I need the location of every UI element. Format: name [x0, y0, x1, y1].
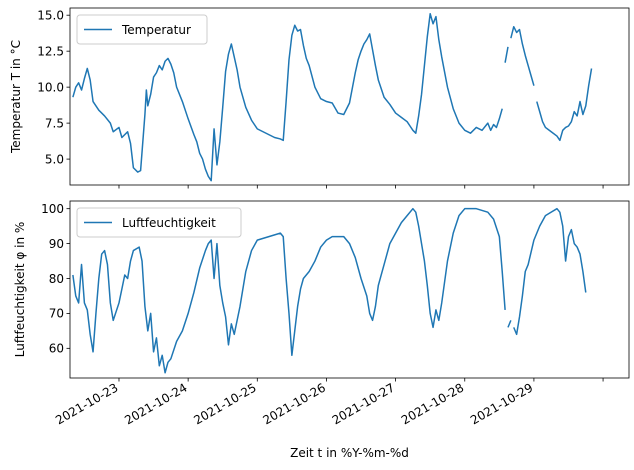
- y-tick-label: 80: [49, 272, 64, 286]
- legend-humidity: Luftfeuchtigkeit: [76, 207, 242, 238]
- x-tick-label: 2021-10-27: [330, 380, 397, 427]
- frame-temperature: [69, 7, 630, 186]
- series-temperatur: [72, 13, 593, 182]
- legend-label-temperatur: Temperatur: [121, 23, 191, 37]
- x-tick-label: 2021-10-29: [468, 380, 535, 427]
- legend-box-temperature: [76, 14, 208, 45]
- y-axis-temperature: 5.0 7.5 10.0 12.5 15.0: [37, 8, 70, 166]
- y-tick-label: 90: [49, 237, 64, 251]
- y-tick-label: 10.0: [37, 80, 64, 94]
- series-line-segment: [513, 207, 587, 336]
- y-axis-humidity: 60 70 80 90 100: [41, 202, 70, 356]
- frame-humidity: [69, 200, 630, 379]
- series-line-segment: [510, 25, 535, 86]
- y-tick-label: 5.0: [45, 152, 64, 166]
- y-tick-label: 100: [41, 202, 64, 216]
- y-axis-label-temperature: Temperatur T in °C: [9, 40, 23, 154]
- legend-label-luftfeuchtigkeit: Luftfeuchtigkeit: [122, 216, 216, 230]
- y-axis-label-humidity: Luftfeuchtigkeit φ in %: [13, 222, 27, 358]
- y-tick-label: 12.5: [37, 44, 64, 58]
- legend-box-humidity: [76, 207, 242, 238]
- series-luftfeuchtigkeit: [72, 207, 587, 374]
- y-tick-label: 7.5: [45, 116, 64, 130]
- y-tick-label: 60: [49, 342, 64, 356]
- x-tick-label: 2021-10-28: [399, 380, 466, 427]
- series-line-segment: [504, 46, 509, 63]
- x-axis-humidity: 2021-10-23 2021-10-24 2021-10-25 2021-10-26…: [53, 378, 604, 427]
- series-line-segment: [72, 13, 503, 182]
- legend-temperature: Temperatur: [76, 14, 208, 45]
- x-tick-label: 2021-10-23: [53, 380, 120, 427]
- x-tick-label: 2021-10-26: [261, 380, 328, 427]
- y-tick-label: 70: [49, 307, 64, 321]
- series-line-segment: [72, 207, 506, 374]
- x-tick-label: 2021-10-24: [122, 380, 189, 427]
- panel-temperature: 5.0 7.5 10.0 12.5 15.0 Temperatur T in °C Te…: [9, 7, 630, 189]
- y-tick-label: 15.0: [37, 8, 64, 22]
- x-tick-label: 2021-10-25: [191, 380, 258, 427]
- series-line-segment: [507, 320, 512, 328]
- x-axis-label: Zeit t in %Y-%m-%d: [290, 446, 409, 460]
- series-line-segment: [536, 68, 593, 142]
- x-axis-temperature: [118, 185, 604, 189]
